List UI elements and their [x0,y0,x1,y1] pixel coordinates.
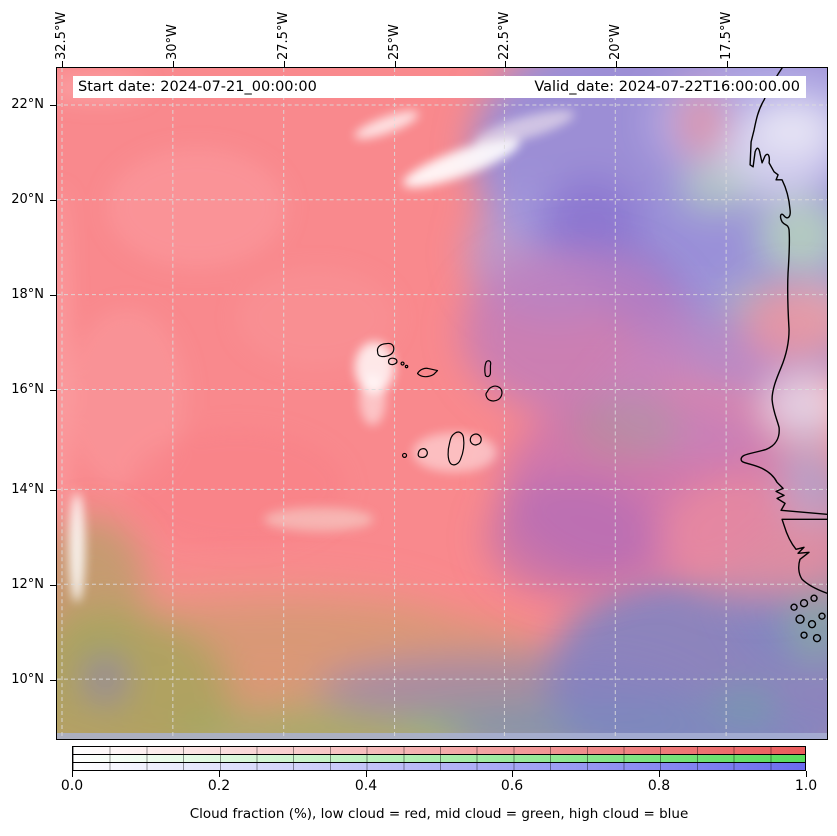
colorbar-tick [219,771,220,777]
colorbar [72,746,806,771]
left-axis-tick [50,390,56,391]
left-axis-label: 16°N [11,382,44,397]
top-axis-label: 30°W [165,24,180,60]
colorbar-caption: Cloud fraction (%), low cloud = red, mid… [189,806,689,822]
clear-sky-streaks [68,110,575,603]
top-axis-tick [727,61,728,67]
left-axis-label: 20°N [11,192,44,207]
left-axis-tick [50,295,56,296]
top-axis-label: 22.5°W [497,11,512,60]
bijagos-islands [790,594,826,643]
top-axis-label: 20°W [608,24,623,60]
colorbar-tick-label: 0.8 [647,778,671,794]
colorbar-tick-label: 1.0 [794,778,818,794]
top-axis-tick [395,61,396,67]
left-axis-tick [50,200,56,201]
top-axis-label: 17.5°W [719,11,734,60]
cloud-field [57,68,827,739]
top-axis-tick [616,61,617,67]
valid-date-label: Valid_date: 2024-07-22T16:00:00.00 [534,79,800,95]
top-axis-tick [62,61,63,67]
coastline-path [740,68,827,643]
top-axis-tick [173,61,174,67]
colorbar-tick-label: 0.6 [500,778,524,794]
colorbar-high-cloud-band [72,762,806,771]
colorbar-tick [512,771,513,777]
bottom-edge-strip [57,733,827,739]
left-axis-tick [50,680,56,681]
map-canvas [56,67,828,740]
top-axis-tick [284,61,285,67]
start-date-label: Start date: 2024-07-21_00:00:00 [78,79,317,95]
date-strip: Start date: 2024-07-21_00:00:00 Valid_da… [73,76,806,98]
colorbar-tick-label: 0.4 [354,778,378,794]
left-axis-tick [50,105,56,106]
left-axis-label: 18°N [11,287,44,302]
cape-verde-islands [376,342,503,466]
top-axis-label: 25°W [387,24,402,60]
left-axis-label: 12°N [11,577,44,592]
left-axis-label: 10°N [11,672,44,687]
colorbar-tick-label: 0.0 [60,778,84,794]
top-axis-label: 32.5°W [54,11,69,60]
colorbar-tick [806,771,807,777]
colorbar-tick [659,771,660,777]
left-axis-label: 22°N [11,97,44,112]
mixed-cloud-region [461,247,827,603]
left-axis-tick [50,585,56,586]
colorbar-tick-label: 0.2 [207,778,231,794]
colorbar-tick [72,771,73,777]
left-axis-label: 14°N [11,482,44,497]
top-axis-label: 27.5°W [276,11,291,60]
top-axis-tick [505,61,506,67]
colorbar-tick [366,771,367,777]
left-axis-tick [50,490,56,491]
